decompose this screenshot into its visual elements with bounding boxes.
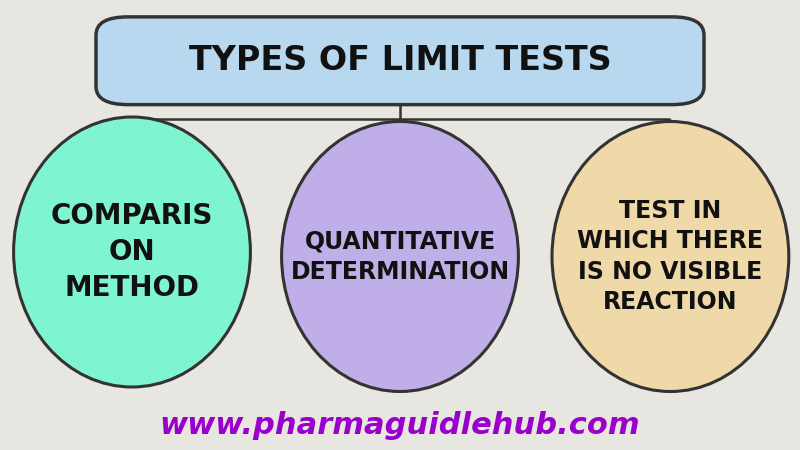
Ellipse shape [282,122,518,392]
Text: COMPARIS
ON
METHOD: COMPARIS ON METHOD [51,202,213,302]
Text: TYPES OF LIMIT TESTS: TYPES OF LIMIT TESTS [189,44,611,77]
Text: QUANTITATIVE
DETERMINATION: QUANTITATIVE DETERMINATION [290,229,510,284]
Text: TEST IN
WHICH THERE
IS NO VISIBLE
REACTION: TEST IN WHICH THERE IS NO VISIBLE REACTI… [578,198,763,315]
FancyBboxPatch shape [96,17,704,105]
Ellipse shape [552,122,789,392]
Text: www.pharmaguidlehub.com: www.pharmaguidlehub.com [160,411,640,440]
Ellipse shape [14,117,250,387]
